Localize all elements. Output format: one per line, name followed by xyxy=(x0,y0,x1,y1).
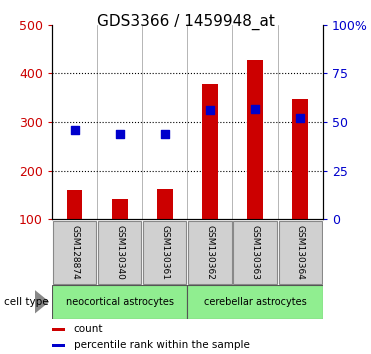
Bar xyxy=(157,189,173,219)
Text: GDS3366 / 1459948_at: GDS3366 / 1459948_at xyxy=(96,14,275,30)
FancyBboxPatch shape xyxy=(279,221,322,284)
FancyBboxPatch shape xyxy=(187,285,323,319)
Polygon shape xyxy=(35,290,49,314)
Bar xyxy=(52,344,66,347)
Text: cerebellar astrocytes: cerebellar astrocytes xyxy=(204,297,306,307)
FancyBboxPatch shape xyxy=(98,221,141,284)
Bar xyxy=(52,328,66,331)
Bar xyxy=(292,99,308,219)
Bar xyxy=(202,84,218,219)
Point xyxy=(72,127,78,133)
Text: GSM130362: GSM130362 xyxy=(206,225,214,280)
Text: count: count xyxy=(73,324,103,335)
Text: GSM128874: GSM128874 xyxy=(70,225,79,280)
Text: GSM130363: GSM130363 xyxy=(250,225,260,280)
Point xyxy=(252,105,258,111)
FancyBboxPatch shape xyxy=(52,285,187,319)
FancyBboxPatch shape xyxy=(53,221,96,284)
Point xyxy=(162,131,168,137)
FancyBboxPatch shape xyxy=(233,221,277,284)
Point xyxy=(297,115,303,121)
FancyBboxPatch shape xyxy=(188,221,232,284)
Text: GSM130340: GSM130340 xyxy=(115,225,124,280)
Text: cell type: cell type xyxy=(4,297,48,307)
Text: GSM130364: GSM130364 xyxy=(296,225,305,280)
Text: percentile rank within the sample: percentile rank within the sample xyxy=(73,340,249,350)
Bar xyxy=(247,60,263,219)
Point xyxy=(117,131,123,137)
Text: GSM130361: GSM130361 xyxy=(160,225,169,280)
Text: neocortical astrocytes: neocortical astrocytes xyxy=(66,297,174,307)
Point xyxy=(207,108,213,113)
FancyBboxPatch shape xyxy=(143,221,187,284)
Bar xyxy=(112,199,128,219)
Bar xyxy=(67,190,82,219)
